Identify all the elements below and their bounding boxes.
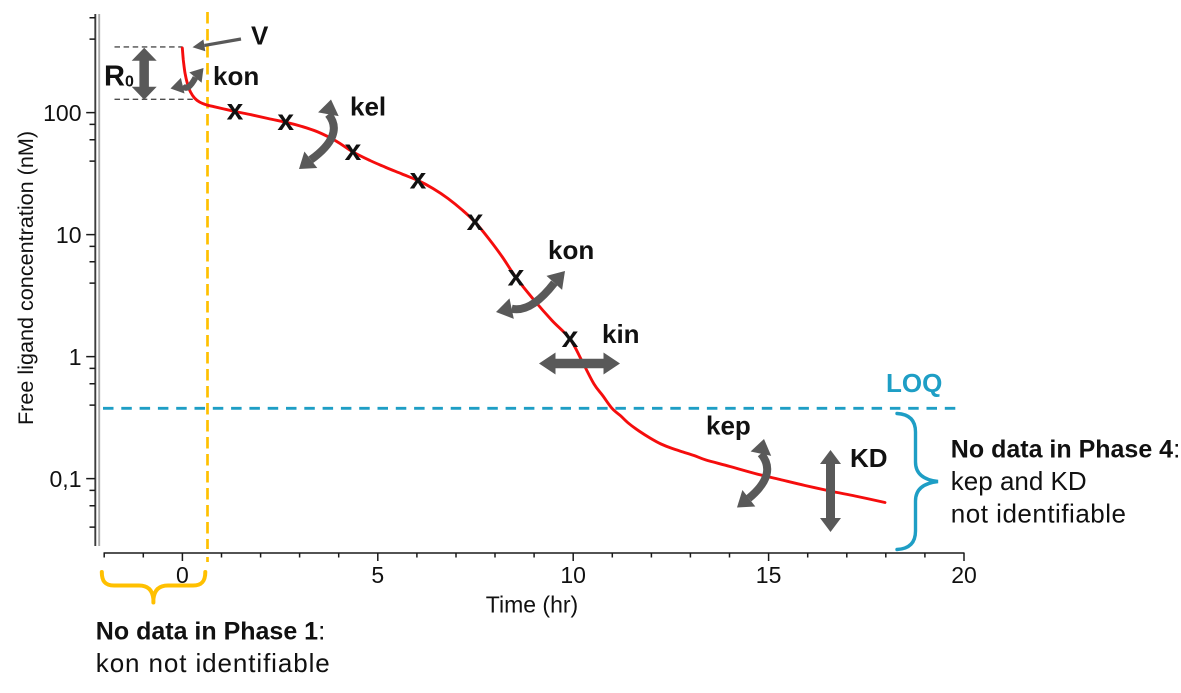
svg-text:kon: kon	[548, 235, 594, 265]
svg-text:Free ligand concentration (nM): Free ligand concentration (nM)	[13, 131, 38, 425]
svg-text:x: x	[562, 321, 579, 354]
svg-text:x: x	[345, 134, 362, 167]
svg-text:x: x	[467, 204, 484, 237]
svg-text:kel: kel	[350, 92, 386, 122]
svg-text:15: 15	[756, 562, 782, 588]
svg-text:0,1: 0,1	[50, 466, 82, 492]
svg-text:0: 0	[176, 562, 189, 588]
svg-text:not identifiable: not identifiable	[951, 499, 1127, 529]
svg-text:5: 5	[371, 562, 384, 588]
svg-text:kon: kon	[213, 61, 259, 91]
svg-text:x: x	[508, 259, 525, 292]
svg-text:10: 10	[560, 562, 586, 588]
svg-text:10: 10	[56, 222, 82, 248]
svg-text:kep and KD: kep and KD	[951, 466, 1087, 496]
svg-text:kep: kep	[706, 411, 751, 441]
svg-text:1: 1	[69, 344, 82, 370]
svg-text:No data in Phase 4:: No data in Phase 4:	[951, 433, 1181, 463]
svg-text:kon not identifiable: kon not identifiable	[96, 648, 331, 678]
svg-text:x: x	[410, 162, 427, 195]
svg-text:V: V	[251, 21, 269, 51]
svg-text:LOQ: LOQ	[886, 368, 942, 398]
svg-text:100: 100	[43, 100, 81, 126]
svg-text:Time (hr): Time (hr)	[486, 592, 578, 618]
svg-text:kin: kin	[602, 319, 640, 349]
svg-text:KD: KD	[850, 443, 888, 473]
svg-text:x: x	[227, 93, 244, 126]
svg-text:x: x	[277, 104, 294, 137]
svg-text:No data in Phase 1:: No data in Phase 1:	[96, 615, 326, 645]
svg-text:20: 20	[951, 562, 977, 588]
